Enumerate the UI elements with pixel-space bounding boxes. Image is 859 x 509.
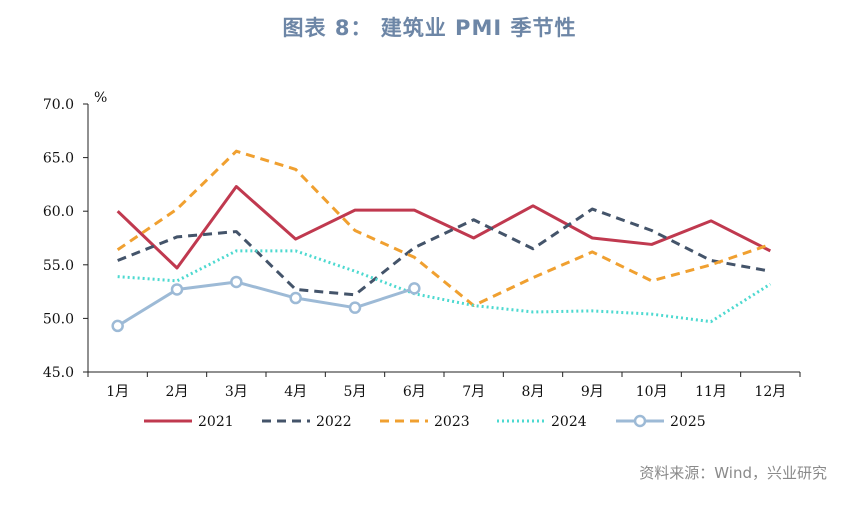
y-tick-label: 55.0 [43,258,74,274]
x-tick-label: 5月 [344,384,367,400]
y-tick-label: 60.0 [43,204,74,220]
series-line-2021 [116,185,772,270]
y-tick-label: 65.0 [43,151,74,167]
axes: % [87,90,800,373]
x-tick-label: 4月 [284,384,307,400]
x-tick-label: 8月 [522,384,545,400]
legend-label-2025: 2025 [670,414,706,430]
y-axis-ticks: 70.0 65.0 60.0 55.0 50.0 45.0 [43,97,88,381]
x-tick-label: 1月 [106,384,129,400]
data-point-2025 [230,275,243,289]
y-tick-label: 45.0 [43,365,74,381]
series-line-2024 [117,249,772,324]
y-tick-label: 50.0 [43,311,74,327]
data-point-2025 [348,301,362,314]
y-tick-label: 70.0 [43,97,74,113]
legend-label-2021: 2021 [198,414,234,430]
source-note: 资料来源：Wind，兴业研究 [639,464,827,482]
x-axis-ticks: 1月 2月 3月 4月 5月 6月 7月 8月 9月 10月 11月 12月 [87,372,801,400]
x-tick-label: 7月 [462,384,485,400]
series-line-2025 [116,280,415,328]
legend: 2021 2022 2023 2024 2025 [144,414,706,430]
series-line-2023 [116,149,771,308]
chart-title: 图表 8： 建筑业 PMI 季节性 [282,16,577,40]
data-point-2025 [170,283,184,296]
legend-label-2023: 2023 [434,414,470,430]
x-tick-label: 2月 [166,384,189,400]
series-line-2022 [117,207,771,297]
x-tick-label: 11月 [695,384,727,400]
legend-label-2024: 2024 [551,414,587,430]
x-tick-label: 10月 [636,384,668,400]
series-lines [111,149,772,333]
legend-marker-2025 [633,414,647,428]
x-tick-label: 3月 [225,384,248,400]
x-tick-label: 6月 [403,384,426,400]
x-tick-label: 9月 [581,384,604,400]
data-point-2025 [408,282,421,295]
legend-label-2022: 2022 [316,414,352,430]
data-point-2025 [111,319,124,333]
y-axis-unit: % [94,90,107,106]
x-tick-label: 12月 [754,384,786,400]
data-point-2025 [289,291,302,305]
